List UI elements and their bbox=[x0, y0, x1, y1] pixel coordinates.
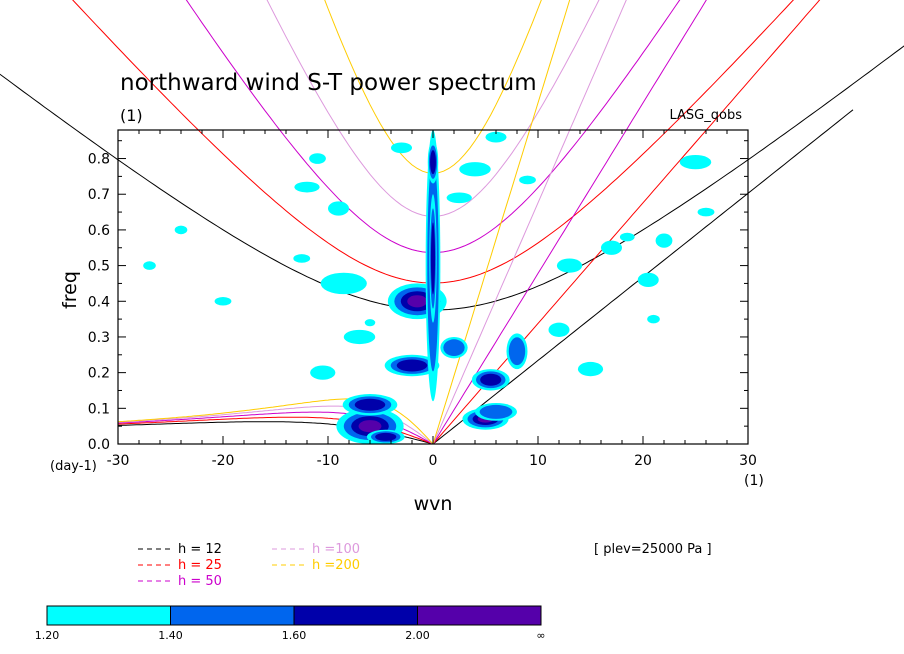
power-region bbox=[320, 272, 367, 295]
chart-subtitle-left: (1) bbox=[120, 106, 143, 125]
legend-label: h = 50 bbox=[178, 574, 222, 589]
legend-label: h = 25 bbox=[178, 558, 222, 573]
color-bar: 1.20 1.40 1.60 2.00 ∞ bbox=[35, 605, 546, 642]
x-tick-label: -20 bbox=[212, 453, 235, 469]
legend-label: h =200 bbox=[312, 558, 360, 573]
inertia-gravity-curve bbox=[72, 0, 795, 284]
power-region bbox=[396, 359, 428, 372]
chart-title: northward wind S-T power spectrum bbox=[120, 70, 537, 96]
power-region bbox=[364, 319, 376, 327]
y-tick-label: 0.1 bbox=[88, 401, 110, 417]
power-region bbox=[294, 181, 320, 193]
power-region bbox=[508, 337, 526, 366]
legend-label: h = 12 bbox=[178, 542, 222, 557]
y-tick-label: 0.5 bbox=[88, 259, 110, 275]
power-contours bbox=[143, 130, 715, 444]
power-region bbox=[548, 322, 570, 337]
x-tick-label: 20 bbox=[634, 453, 652, 469]
y-unit-label: (day-1) bbox=[50, 459, 97, 474]
y-tick-label: 0.4 bbox=[88, 294, 110, 310]
power-region bbox=[619, 232, 635, 242]
power-region bbox=[391, 142, 412, 154]
x-tick-label: -30 bbox=[107, 453, 130, 469]
dispersion-curves bbox=[0, 0, 904, 445]
inertia-gravity-curve bbox=[185, 0, 681, 254]
y-tick-label: 0.7 bbox=[88, 187, 110, 203]
x-tick-label: 30 bbox=[739, 453, 757, 469]
color-bar-label: ∞ bbox=[536, 629, 545, 642]
power-region bbox=[430, 150, 436, 175]
power-region bbox=[430, 222, 436, 295]
power-region bbox=[343, 329, 376, 345]
power-region bbox=[143, 261, 156, 270]
power-region bbox=[479, 404, 513, 419]
x-unit-label: (1) bbox=[744, 473, 764, 489]
power-region bbox=[655, 233, 673, 248]
y-axis: 0.0 0.1 0.2 0.3 0.4 0.5 0.6 0.7 0.8 bbox=[88, 140, 748, 453]
power-region bbox=[174, 225, 188, 235]
power-region bbox=[697, 207, 715, 217]
color-bar-label: 1.20 bbox=[35, 629, 60, 642]
x-axis-label: wvn bbox=[414, 493, 453, 515]
color-bar-swatch bbox=[46, 605, 171, 626]
x-tick-label: 10 bbox=[529, 453, 547, 469]
power-region bbox=[214, 296, 232, 306]
color-bar-swatch bbox=[293, 605, 418, 626]
power-region bbox=[309, 153, 326, 164]
power-region bbox=[556, 258, 583, 273]
kelvin-curve bbox=[432, 0, 707, 445]
power-region bbox=[354, 398, 386, 411]
y-tick-label: 0.8 bbox=[88, 152, 110, 168]
y-tick-label: 0.0 bbox=[88, 437, 110, 453]
power-region bbox=[679, 154, 712, 170]
power-region bbox=[446, 192, 472, 204]
color-bar-swatch bbox=[170, 605, 295, 626]
color-bar-label: 1.60 bbox=[282, 629, 307, 642]
power-region bbox=[375, 432, 397, 441]
power-region bbox=[647, 314, 660, 324]
legend-label: h =100 bbox=[312, 542, 360, 557]
power-region bbox=[459, 162, 491, 177]
power-region bbox=[407, 295, 428, 308]
power-region bbox=[328, 201, 349, 216]
y-axis-label: freq bbox=[59, 271, 81, 309]
x-tick-label: -10 bbox=[317, 453, 340, 469]
power-region bbox=[601, 240, 622, 255]
power-region bbox=[519, 175, 536, 185]
kelvin-curve bbox=[432, 0, 821, 445]
plev-annotation: [ plev=25000 Pa ] bbox=[594, 542, 712, 557]
power-region bbox=[358, 420, 382, 433]
color-bar-label: 2.00 bbox=[405, 629, 430, 642]
power-region bbox=[310, 365, 336, 380]
chart-subtitle-right: LASG_qobs bbox=[670, 108, 743, 123]
y-tick-label: 0.6 bbox=[88, 223, 110, 239]
kelvin-curve bbox=[432, 0, 627, 445]
power-region bbox=[637, 272, 659, 288]
power-region bbox=[577, 361, 604, 377]
power-region bbox=[485, 131, 507, 143]
y-tick-label: 0.2 bbox=[88, 366, 110, 382]
x-tick-label: 0 bbox=[429, 453, 438, 469]
x-axis: -30 -20 -10 0 10 20 30 bbox=[107, 130, 757, 469]
kelvin-curve bbox=[432, 0, 571, 445]
y-tick-label: 0.3 bbox=[88, 330, 110, 346]
power-region bbox=[293, 254, 311, 263]
color-bar-label: 1.40 bbox=[158, 629, 183, 642]
color-bar-swatch bbox=[417, 605, 542, 626]
power-region bbox=[443, 339, 465, 357]
power-region bbox=[480, 373, 502, 386]
